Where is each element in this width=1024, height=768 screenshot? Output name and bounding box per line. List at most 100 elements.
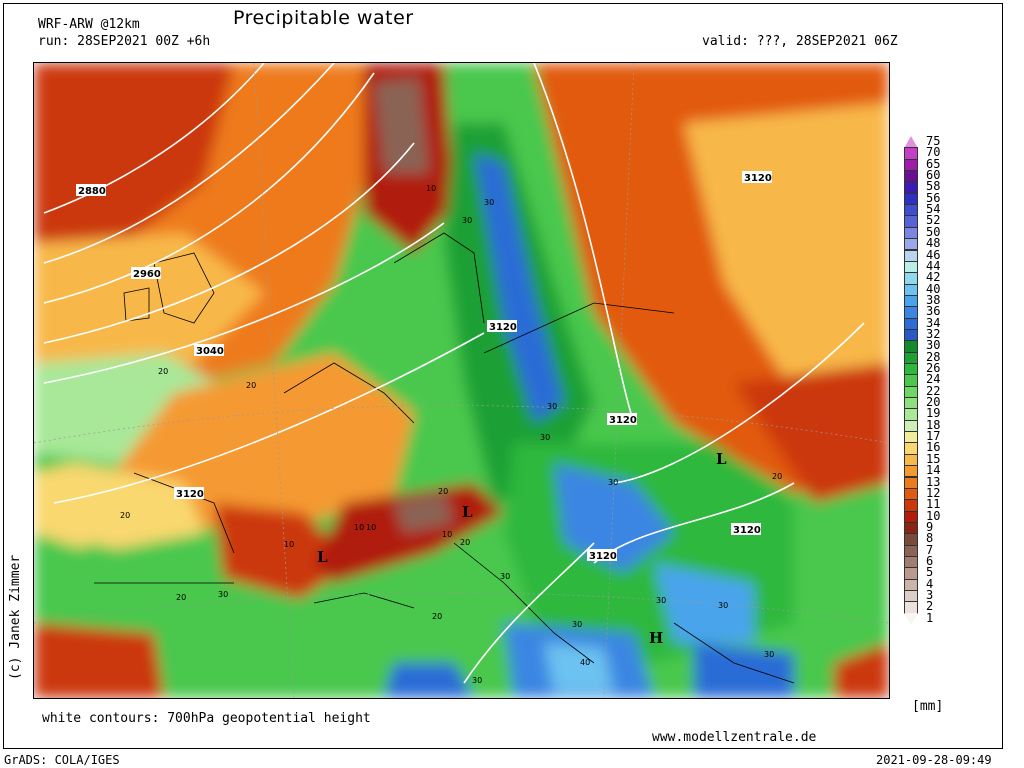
contour-line: [43, 63, 265, 214]
norway-mountains: [374, 78, 429, 173]
legend-label: 20: [926, 395, 941, 410]
legend-label: 3: [926, 588, 934, 602]
contour-label-bg: [731, 523, 761, 535]
lat-lon-grid: [34, 63, 889, 698]
legend-label: 14: [926, 463, 941, 478]
contour-label: 2960: [133, 269, 161, 280]
pw-label: 20: [246, 381, 256, 390]
legend-label: 6: [926, 553, 934, 568]
contour-line: [53, 332, 485, 504]
legend-label: 54: [926, 202, 941, 217]
pw-label: 20: [432, 612, 442, 621]
alps-dry: [314, 483, 504, 583]
pw-label: 10: [442, 530, 452, 539]
legend-label: 38: [926, 292, 941, 307]
pw-labels: 10 30 30 30 30 30 20 20 20 20 20 10 10 1…: [120, 184, 782, 685]
low-marker: L: [317, 548, 328, 566]
pw-label: 20: [438, 487, 448, 496]
contour-labels: 2880 2960 3040 3120 3120 3120 3120 3120 …: [76, 171, 772, 562]
legend-label: 16: [926, 440, 941, 455]
legend-label: 58: [926, 179, 941, 194]
pw-label: 30: [764, 650, 774, 659]
contour-line: [43, 142, 415, 344]
contour-label: 3040: [196, 346, 224, 357]
legend-label: 46: [926, 247, 941, 262]
geopotential-contours: [43, 63, 865, 684]
contour-label: 3120: [609, 415, 637, 426]
pw-label: 30: [500, 572, 510, 581]
pw-label: 40: [580, 658, 590, 667]
legend-label: 24: [926, 372, 941, 387]
anatolia-dry: [834, 643, 889, 698]
contour-line: [43, 222, 445, 384]
legend-label: 36: [926, 304, 941, 319]
legend-label: 15: [926, 451, 941, 466]
southern-france-dry: [214, 503, 354, 603]
contour-label: 2880: [78, 186, 106, 197]
contour-line: [43, 63, 335, 264]
coast-baltic: [483, 302, 675, 354]
legend-label: 12: [926, 485, 941, 500]
contour-label: 3120: [733, 525, 761, 536]
legend-label: 19: [926, 406, 941, 421]
pw-label: 30: [608, 478, 618, 487]
coast-adriatic: [453, 542, 595, 664]
mediterranean-field: [34, 543, 889, 698]
legend-label: 44: [926, 258, 941, 273]
grid-line: [253, 63, 295, 698]
ukraine-dry: [734, 363, 889, 503]
greece-moist: [694, 643, 794, 698]
legend-label: 8: [926, 531, 934, 546]
contour-label: 3120: [589, 551, 617, 562]
legend-label: 5: [926, 565, 934, 580]
contour-line: [533, 63, 635, 424]
page-title: Precipitable water: [233, 7, 414, 29]
pw-label: 30: [572, 620, 582, 629]
legend-label: 18: [926, 417, 941, 432]
high-marker: H: [649, 629, 663, 647]
legend-label: 56: [926, 190, 941, 205]
biscay-band: [34, 353, 234, 463]
contour-label-bg: [194, 344, 224, 356]
legend-label: 7: [926, 542, 934, 557]
legend-label: 13: [926, 474, 941, 489]
pw-label: 30: [547, 402, 557, 411]
contour-line: [613, 322, 865, 484]
pw-label: 20: [120, 511, 130, 520]
coast-france-north: [283, 362, 415, 424]
legend-label: 9: [926, 519, 934, 534]
grid-line: [34, 405, 889, 444]
belarus-moist: [684, 103, 889, 403]
contour-label: 3120: [176, 489, 204, 500]
contour-label: 3120: [489, 322, 517, 333]
legend-label: 2: [926, 599, 934, 614]
pannonian-moist-core: [554, 463, 674, 573]
contour-label: 3120: [744, 173, 772, 184]
alps-core: [394, 493, 454, 533]
legend-label: 70: [926, 145, 941, 160]
contour-label-bg: [174, 487, 204, 499]
pw-label: 10: [366, 523, 376, 532]
timestamp-label: 2021-09-28-09:49: [876, 753, 992, 767]
contour-label-bg: [76, 184, 106, 196]
pw-label: 30: [718, 601, 728, 610]
grid-line: [603, 63, 635, 698]
pw-label: 30: [484, 198, 494, 207]
pw-label: 10: [284, 540, 294, 549]
pw-label: 20: [176, 593, 186, 602]
map-canvas: 2880 2960 3040 3120 3120 3120 3120 3120 …: [34, 63, 889, 698]
contour-line: [43, 72, 375, 304]
legend-label: 30: [926, 338, 941, 353]
low-marker: L: [462, 503, 473, 521]
coast-biscay: [133, 472, 235, 554]
valid-label: valid: ???, 28SEP2021 06Z: [702, 34, 898, 49]
pw-label: 20: [772, 472, 782, 481]
legend-label: 42: [926, 270, 941, 285]
copyright-label: (c) Janek Zimmer: [8, 554, 23, 680]
pw-label: 30: [656, 596, 666, 605]
coast-britain: [153, 252, 215, 324]
legend-label: 40: [926, 281, 941, 296]
run-label: run: 28SEP2021 00Z +6h: [38, 34, 211, 49]
adriatic-moist-core: [544, 643, 614, 693]
legend-label: 75: [926, 134, 941, 148]
